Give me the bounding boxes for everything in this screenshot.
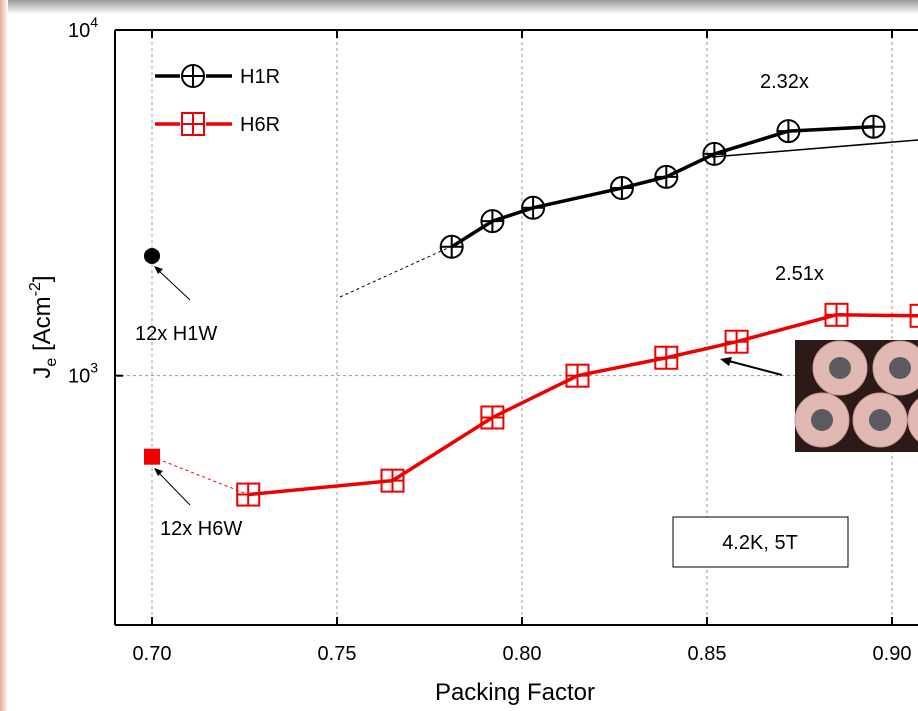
y-tick-label: 103 (68, 360, 98, 388)
x-tick-label: 0.70 (133, 643, 172, 665)
marker (181, 64, 205, 88)
y-label-main: J (29, 367, 56, 379)
point-label: 12x H1W (135, 323, 217, 345)
marker-cross (182, 65, 204, 87)
top-band (0, 0, 918, 14)
marker-cross (777, 120, 800, 143)
marker-cross (655, 165, 678, 188)
h1w-arrow (157, 269, 191, 301)
h6w-arrow (157, 471, 191, 506)
strand (907, 398, 918, 442)
arrow-head (154, 266, 163, 274)
marker (609, 176, 634, 201)
marker-cross (440, 235, 463, 258)
connector-line (151, 456, 249, 496)
annotation: 2.51x (775, 263, 824, 285)
y-label-sup: -2 (27, 282, 44, 296)
marker (824, 302, 849, 327)
tangent-line (711, 139, 918, 158)
marker-cross (566, 364, 589, 387)
marker-cross (825, 303, 848, 326)
marker (380, 468, 405, 493)
marker (861, 114, 886, 139)
marker-cross (381, 469, 404, 492)
marker (654, 345, 679, 370)
filament (829, 357, 851, 379)
x-tick-label: 0.85 (688, 643, 727, 665)
marker (480, 209, 505, 234)
extrapolation-line (339, 246, 451, 298)
y-axis-label: Je [Acm-2] (27, 275, 60, 378)
marker-cross (237, 483, 260, 506)
inset-arrow (724, 359, 783, 376)
marker (565, 363, 590, 388)
y-tick-label: 104 (68, 14, 98, 42)
marker (724, 329, 749, 354)
marker-cross (862, 115, 885, 138)
marker-cross (481, 406, 504, 429)
series-line (450, 124, 874, 249)
marker (480, 405, 505, 430)
point (144, 247, 160, 264)
y-label-sub: e (43, 358, 60, 367)
marker-cross (522, 196, 545, 219)
filament (869, 409, 891, 431)
marker-cross (703, 142, 726, 165)
marker (181, 112, 205, 136)
filament (811, 409, 833, 431)
marker (702, 141, 727, 166)
marker (776, 119, 801, 144)
x-tick-label: 0.80 (503, 643, 542, 665)
marker-cross (481, 210, 504, 233)
x-tick-label: 0.75 (318, 643, 357, 665)
x-tick-label: 0.90 (873, 643, 912, 665)
marker (654, 164, 679, 189)
arrow-head (720, 357, 732, 366)
marker-cross (182, 113, 204, 135)
tick-power: 4 (90, 14, 98, 30)
y-label-unit: [Acm (29, 296, 56, 357)
point-label: 12x H6W (160, 518, 242, 540)
legend-label: H6R (240, 114, 280, 136)
marker (439, 234, 464, 259)
annotation: 2.32x (760, 71, 809, 93)
arrow-head (154, 468, 163, 476)
marker-cross (610, 177, 633, 200)
tick-base: 10 (68, 366, 90, 388)
marker (909, 303, 918, 328)
x-axis-label: Packing Factor (435, 679, 595, 706)
inset-image (794, 340, 918, 452)
legend-label: H1R (240, 66, 280, 88)
condition-box (672, 516, 849, 568)
filament (889, 357, 911, 379)
y-label-end: ] (29, 275, 56, 282)
left-band (0, 0, 8, 711)
marker-cross (910, 314, 918, 317)
marker (236, 482, 261, 507)
tick-base: 10 (68, 20, 90, 42)
marker (521, 195, 546, 220)
plot-data (144, 114, 918, 507)
tick-power: 3 (90, 360, 98, 376)
marker-cross (725, 330, 748, 353)
annotation: 4.2K, 5T (722, 532, 798, 554)
series-line (248, 313, 918, 497)
point (144, 448, 160, 465)
marker-cross (655, 346, 678, 369)
